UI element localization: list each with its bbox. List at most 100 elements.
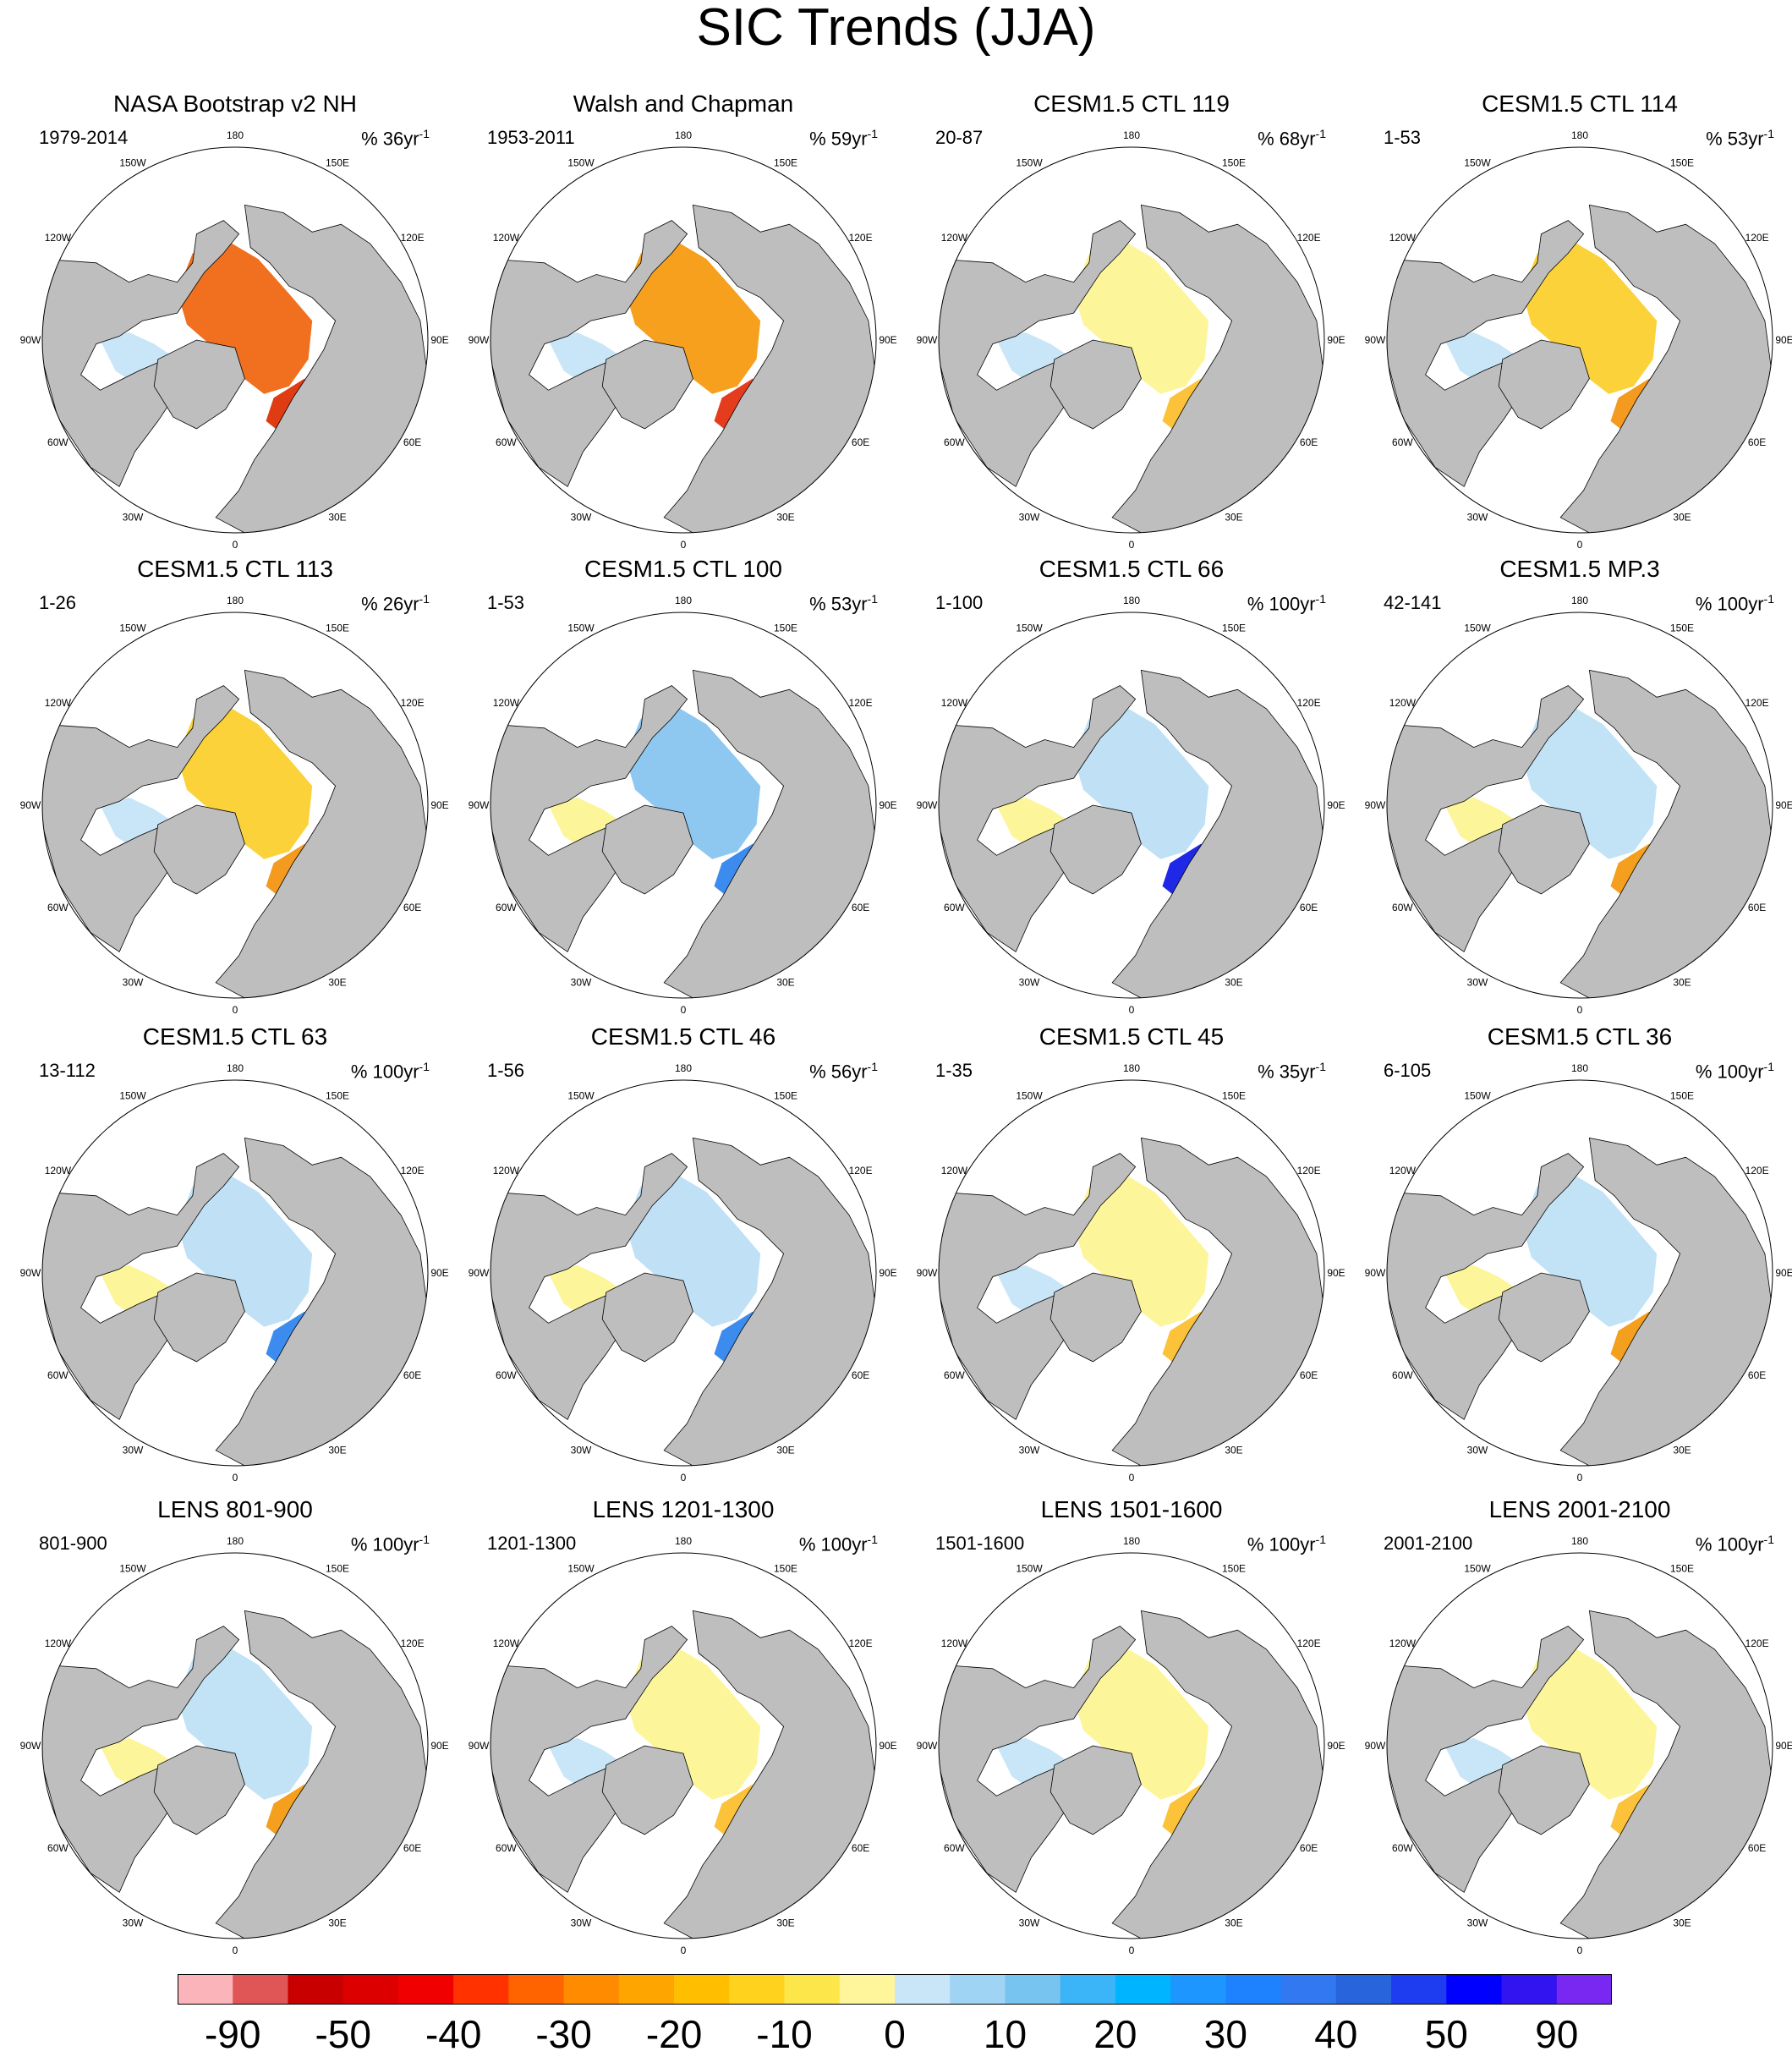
longitude-label: 90W — [1365, 1740, 1386, 1752]
map-panel: LENS 801-900 801-900 % 100yr-1 180 150E 120E 9… — [15, 1495, 455, 1969]
map-border — [1386, 1079, 1773, 1467]
longitude-label: 60W — [944, 1842, 965, 1854]
panel-title: LENS 1201-1300 — [592, 1496, 775, 1522]
longitude-label: 120W — [493, 1637, 520, 1649]
longitude-label: 180 — [227, 129, 244, 141]
longitude-label: 0 — [681, 1472, 687, 1484]
colorbar-swatch — [674, 1974, 730, 2005]
longitude-label: 150E — [1670, 1089, 1694, 1101]
longitude-label: 0 — [233, 1004, 238, 1016]
polar-map: 180 150E 120E 90E 60E 30E 0 30W 60W 90W 120W 150W — [917, 595, 1345, 1016]
colorbar-tick-label: 50 — [1424, 2012, 1468, 2056]
figure-title: SIC Trends (JJA) — [696, 0, 1096, 57]
longitude-label: 60W — [944, 902, 965, 913]
longitude-label: 180 — [1123, 129, 1140, 141]
colorbar-tick-label: -50 — [315, 2012, 371, 2056]
panel-units: % 100yr-1 — [798, 1533, 878, 1555]
panel-title: CESM1.5 CTL 119 — [1033, 91, 1230, 117]
longitude-label: 60E — [1300, 902, 1318, 913]
land-mass — [1387, 1626, 1585, 1893]
land-mass — [601, 804, 693, 895]
land-mass — [601, 339, 693, 430]
land-mass — [1111, 1137, 1324, 1466]
longitude-label: 90W — [469, 1267, 490, 1279]
longitude-label: 30W — [123, 1917, 144, 1929]
land-mass — [215, 669, 428, 998]
colorbar-swatch — [950, 1974, 1006, 2005]
map-panel: CESM1.5 CTL 45 1-35 % 35yr-1 180 150E 120E 90E… — [912, 1023, 1351, 1496]
panel-units: % 68yr-1 — [1258, 127, 1326, 150]
longitude-label: 120W — [1389, 697, 1417, 709]
land-mass — [939, 1153, 1137, 1420]
polar-map: 180 150E 120E 90E 60E 30E 0 30W 60W 90W 120W 150W — [469, 129, 897, 551]
longitude-label: 0 — [681, 539, 687, 551]
land-mass — [1049, 339, 1142, 430]
polar-map: 180 150E 120E 90E 60E 30E 0 30W 60W 90W 120W 150W — [469, 595, 897, 1016]
polar-map: 180 150E 120E 90E 60E 30E 0 30W 60W 90W 120W 150W — [1365, 129, 1792, 551]
longitude-label: 150W — [119, 156, 146, 168]
panel-period: 1953-2011 — [487, 127, 575, 148]
longitude-label: 90W — [469, 1740, 490, 1752]
longitude-label: 90E — [1775, 799, 1792, 811]
longitude-label: 150W — [1016, 1089, 1043, 1101]
longitude-label: 150E — [774, 1089, 797, 1101]
longitude-label: 90E — [1327, 334, 1345, 346]
longitude-label: 120E — [849, 1637, 873, 1649]
panel-units: % 53yr-1 — [809, 592, 878, 615]
longitude-label: 90E — [879, 334, 896, 346]
land-mass — [1387, 220, 1585, 487]
longitude-label: 150E — [326, 622, 349, 634]
longitude-label: 30E — [1225, 512, 1242, 524]
longitude-label: 120E — [1297, 232, 1321, 244]
longitude-label: 30E — [1673, 1917, 1691, 1929]
longitude-label: 120E — [849, 1165, 873, 1177]
longitude-label: 60E — [852, 1842, 869, 1854]
longitude-label: 150W — [1016, 622, 1043, 634]
map-panel: Walsh and Chapman 1953-2011 % 59yr-1 180 150… — [463, 90, 903, 563]
colorbar-swatch — [618, 1974, 675, 2005]
colorbar-swatch — [453, 1974, 509, 2005]
colorbar-swatch — [233, 1974, 288, 2005]
longitude-label: 90E — [1327, 799, 1345, 811]
longitude-label: 180 — [1571, 129, 1588, 141]
longitude-label: 90E — [430, 1267, 448, 1279]
longitude-label: 150W — [1464, 1089, 1491, 1101]
colorbar-tick-label: -40 — [425, 2012, 482, 2056]
panel-period: 1-26 — [39, 592, 77, 613]
longitude-label: 120W — [45, 1637, 72, 1649]
longitude-label: 180 — [1571, 1062, 1588, 1074]
longitude-label: 150E — [1670, 156, 1694, 168]
longitude-label: 150E — [326, 1089, 349, 1101]
panel-units: % 100yr-1 — [1695, 1533, 1774, 1555]
map-panel: CESM1.5 CTL 66 1-100 % 100yr-1 180 150E 120E 9… — [912, 555, 1351, 1028]
longitude-label: 120W — [941, 1165, 968, 1177]
land-mass — [490, 685, 688, 952]
land-mass — [153, 1745, 245, 1835]
panel-units: % 36yr-1 — [361, 127, 430, 150]
longitude-label: 90W — [1365, 799, 1386, 811]
panel-period: 1-56 — [487, 1060, 525, 1081]
colorbar-swatch — [508, 1974, 565, 2005]
polar-map: 180 150E 120E 90E 60E 30E 0 30W 60W 90W 120W 150W — [917, 129, 1345, 551]
longitude-label: 30W — [1019, 1445, 1040, 1456]
sea-ice-trend-central — [1521, 1645, 1658, 1800]
longitude-label: 30W — [1019, 1917, 1040, 1929]
longitude-label: 0 — [1129, 539, 1135, 551]
longitude-label: 30W — [1467, 977, 1488, 989]
colorbar — [178, 1974, 1613, 2005]
land-mass — [1049, 1272, 1142, 1363]
sea-ice-trend-central — [625, 239, 761, 394]
longitude-label: 60E — [852, 1369, 869, 1381]
longitude-label: 60E — [403, 436, 421, 448]
longitude-label: 60W — [944, 436, 965, 448]
longitude-label: 120E — [1745, 697, 1769, 709]
colorbar-swatch — [1556, 1974, 1613, 2005]
polar-map: 180 150E 120E 90E 60E 30E 0 30W 60W 90W 120W 150W — [20, 129, 449, 551]
longitude-label: 90E — [879, 799, 896, 811]
colorbar-tick-label: 20 — [1093, 2012, 1137, 2056]
polar-map: 180 150E 120E 90E 60E 30E 0 30W 60W 90W 120W 150W — [1365, 1535, 1792, 1956]
longitude-label: 150W — [119, 622, 146, 634]
panel-period: 1-100 — [935, 592, 984, 613]
longitude-label: 180 — [675, 1062, 692, 1074]
longitude-label: 180 — [227, 1062, 244, 1074]
